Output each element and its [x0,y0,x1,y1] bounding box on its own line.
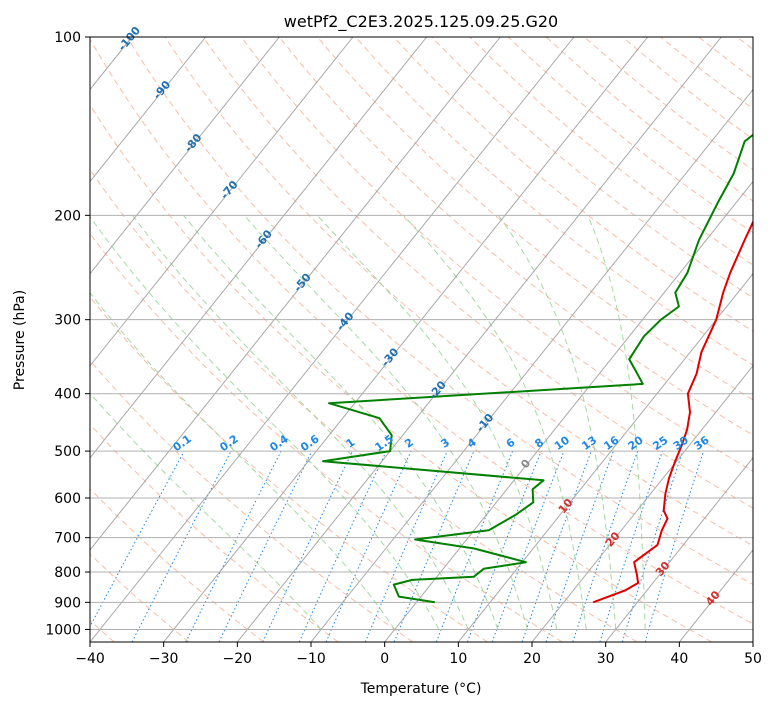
dry-adiabat [164,37,753,547]
mixing-ratio-line [491,450,565,642]
dry-adiabat [90,232,563,642]
y-axis-title: Pressure (hPa) [12,290,28,390]
dry-adiabat [126,37,753,586]
y-tick-label: 600 [54,491,81,507]
isotherm-line [310,88,753,642]
isotherm-line [531,364,753,642]
x-tick-label: −30 [149,651,179,667]
isotherm-line [236,37,722,642]
dry-adiabat [355,37,753,366]
y-tick-label: 300 [54,313,81,329]
y-tick-label: 900 [54,595,81,611]
dry-adiabat [202,37,753,509]
mixing-ratio-line [621,450,684,642]
x-axis-title: Temperature (°C) [360,681,482,697]
mixing-ratio-line [90,450,185,628]
y-tick-label: 100 [54,30,81,46]
x-tick-label: 0 [380,651,389,667]
x-tick-label: −40 [75,651,105,667]
mixing-ratio-line [599,450,663,642]
x-tick-label: 20 [523,651,541,667]
y-tick-label: 400 [54,387,81,403]
dry-adiabat [90,553,190,642]
dry-adiabat [278,37,753,436]
mixing-ratio-line [521,450,592,642]
isotherm-line [163,37,649,642]
isotherm-line [605,457,753,642]
y-tick-label: 800 [54,565,81,581]
mixing-ratio-line [185,450,282,642]
x-tick-label: 40 [670,651,688,667]
isotherm-line [384,180,753,642]
dry-adiabat [393,37,753,332]
x-tick-label: 10 [449,651,467,667]
mixing-ratio-line [467,450,542,642]
temperature-profile-line [592,219,753,604]
mixing-ratio-line [572,450,639,642]
plot-frame [89,36,754,643]
isotherm-line [457,272,753,642]
x-tick-label: 50 [744,651,762,667]
isotherm-line [90,37,575,642]
chart-title: wetPf2_C2E3.2025.125.09.25.G20 [284,12,558,32]
isotherm-line [90,37,501,551]
x-tick-label: −20 [223,651,253,667]
x-tick-label: −10 [296,651,326,667]
x-tick-label: 30 [597,651,615,667]
y-tick-label: 700 [54,531,81,547]
isotherm-line [90,37,428,459]
isotherm-line [90,37,207,183]
isotherm-line [90,37,280,275]
moist-adiabat [316,214,558,630]
dry-adiabat [90,104,712,642]
isotherm-line [90,37,354,367]
mixing-ratio-line [325,450,412,642]
dewpoint-profile-line [322,133,753,604]
mixing-ratio-line [364,450,448,642]
y-tick-label: 1000 [45,622,81,638]
y-tick-label: 500 [54,444,81,460]
y-tick-label: 200 [54,208,81,224]
dry-adiabat [90,168,638,642]
dry-adiabat [317,37,753,401]
dry-adiabat [90,423,339,642]
dry-adiabat [90,38,753,625]
mixing-ratio-line [435,450,514,642]
